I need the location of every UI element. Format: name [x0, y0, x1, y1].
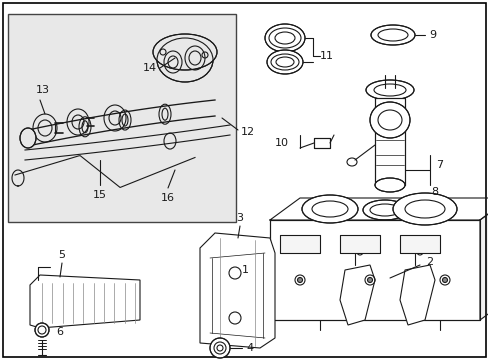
- Text: 7: 7: [436, 160, 443, 170]
- Text: 12: 12: [241, 127, 255, 137]
- Bar: [339, 235, 379, 253]
- Bar: [269, 220, 479, 320]
- Ellipse shape: [266, 50, 303, 74]
- Ellipse shape: [264, 24, 305, 52]
- Text: 4: 4: [246, 343, 253, 353]
- Circle shape: [297, 278, 302, 283]
- Text: 3: 3: [236, 213, 243, 223]
- Bar: [313, 138, 329, 148]
- Ellipse shape: [153, 34, 217, 70]
- Bar: [374, 98, 404, 185]
- Ellipse shape: [157, 38, 213, 82]
- Bar: [399, 235, 439, 253]
- Ellipse shape: [365, 80, 413, 100]
- Bar: [8, 14, 236, 222]
- Ellipse shape: [362, 200, 406, 220]
- Polygon shape: [339, 265, 374, 325]
- Bar: [374, 98, 404, 185]
- Text: 8: 8: [430, 187, 438, 197]
- Text: 1: 1: [241, 265, 248, 275]
- Ellipse shape: [369, 102, 409, 138]
- Circle shape: [209, 338, 229, 358]
- Text: 2: 2: [426, 257, 433, 267]
- Bar: [280, 235, 319, 253]
- Bar: [399, 235, 439, 253]
- Circle shape: [442, 278, 447, 283]
- Text: 11: 11: [319, 51, 333, 61]
- Text: 9: 9: [428, 30, 436, 40]
- Text: 6: 6: [57, 327, 63, 337]
- Polygon shape: [200, 233, 274, 348]
- Ellipse shape: [374, 178, 404, 192]
- Text: 5: 5: [59, 250, 65, 260]
- Ellipse shape: [20, 128, 36, 148]
- Bar: [339, 235, 379, 253]
- Polygon shape: [269, 198, 488, 220]
- Text: 10: 10: [274, 138, 288, 148]
- Bar: [280, 235, 319, 253]
- Ellipse shape: [302, 195, 357, 223]
- Polygon shape: [399, 265, 434, 325]
- Text: 13: 13: [36, 85, 50, 95]
- Circle shape: [367, 278, 372, 283]
- Text: 14: 14: [142, 63, 157, 73]
- Text: 16: 16: [161, 193, 175, 203]
- Polygon shape: [30, 275, 140, 328]
- Polygon shape: [479, 198, 488, 320]
- Bar: [269, 220, 479, 320]
- Ellipse shape: [392, 193, 456, 225]
- Bar: [313, 138, 329, 148]
- Circle shape: [35, 323, 49, 337]
- Text: 15: 15: [93, 190, 107, 200]
- Ellipse shape: [370, 25, 414, 45]
